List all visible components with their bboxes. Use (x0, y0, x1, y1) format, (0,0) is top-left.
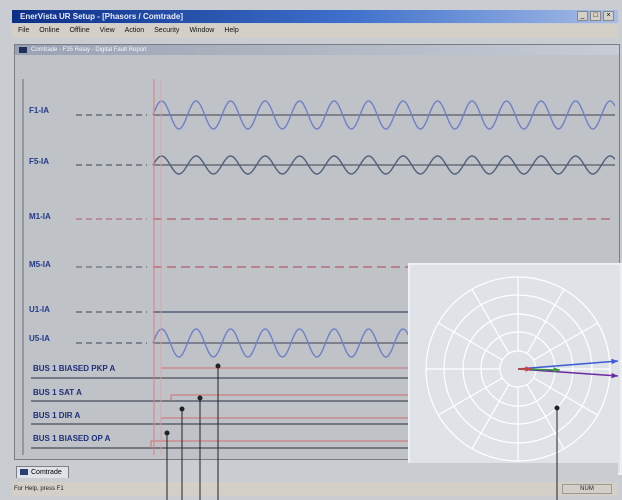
phasor-arrowhead-green (553, 367, 560, 373)
phasor-spoke (438, 322, 503, 361)
channel-label-u1-ia: U1-IA (29, 305, 50, 314)
document-title: Comtrade - F35 Relay - Digital Fault Rep… (31, 47, 147, 53)
menu-action[interactable]: Action (124, 27, 145, 34)
tab-comtrade-label: Comtrade (31, 469, 62, 476)
phasor-arrowhead-blue (611, 358, 618, 365)
channel-label-f5-ia: F5-IA (29, 157, 49, 166)
phasor-spoke (471, 384, 510, 449)
channel-label-m1-ia: M1-IA (29, 212, 51, 221)
channel-label-f1-ia: F1-IA (29, 106, 49, 115)
status-text: For Help, press F1 (14, 486, 64, 492)
phasor-vector-blue (517, 360, 619, 370)
phasor-spoke (438, 377, 503, 416)
phasor-diagram[interactable] (408, 263, 622, 475)
title-bar[interactable]: EnerVista UR Setup - [Phasors / Comtrade… (12, 10, 618, 23)
status-panel-num: NUM (562, 484, 612, 494)
phasor-spoke (526, 384, 565, 449)
phasor-spoke (533, 377, 598, 416)
comtrade-icon (20, 469, 28, 475)
phasor-spoke (526, 289, 565, 354)
phasor-arrowhead-purple (611, 372, 618, 379)
waveform-trace (152, 100, 616, 130)
document-title-bar[interactable]: Comtrade - F35 Relay - Digital Fault Rep… (15, 45, 619, 55)
phasor-spoke (471, 289, 510, 354)
maximize-button[interactable]: □ (590, 11, 601, 21)
waveform-plot[interactable]: F1-IA F5-IA M1-IA M5-IA U1-IA U5-IA BUS … (21, 57, 616, 457)
status-bar: For Help, press F1 NUM (12, 482, 618, 496)
tab-bar: Comtrade (12, 463, 618, 478)
waveform-trace (152, 155, 616, 175)
document-icon (19, 47, 27, 53)
digital-label-biased-op: BUS 1 BIASED OP A (33, 434, 111, 443)
phasor-arrowhead-red (525, 366, 532, 372)
channel-label-u5-ia: U5-IA (29, 334, 50, 343)
menu-view[interactable]: View (99, 27, 115, 34)
window-title: EnerVista UR Setup - [Phasors / Comtrade… (20, 12, 183, 21)
digital-label-sat: BUS 1 SAT A (33, 388, 82, 397)
digital-label-biased-pkp: BUS 1 BIASED PKP A (33, 364, 116, 373)
menu-help[interactable]: Help (224, 27, 239, 34)
menu-bar: File Online Offline View Action Security… (12, 24, 618, 38)
phasor-spoke (533, 322, 598, 361)
menu-window[interactable]: Window (189, 27, 215, 34)
menu-offline[interactable]: Offline (69, 27, 90, 34)
phasor-canvas (425, 276, 619, 462)
tab-comtrade[interactable]: Comtrade (16, 466, 69, 478)
close-button[interactable]: × (603, 11, 614, 21)
window-controls: _ □ × (577, 11, 614, 21)
channel-label-m5-ia: M5-IA (29, 260, 51, 269)
comtrade-window: Comtrade - F35 Relay - Digital Fault Rep… (14, 44, 620, 460)
digital-label-dir: BUS 1 DIR A (33, 411, 81, 420)
menu-security[interactable]: Security (154, 27, 180, 34)
minimize-button[interactable]: _ (577, 11, 588, 21)
menu-online[interactable]: Online (39, 27, 60, 34)
menu-file[interactable]: File (18, 27, 30, 34)
